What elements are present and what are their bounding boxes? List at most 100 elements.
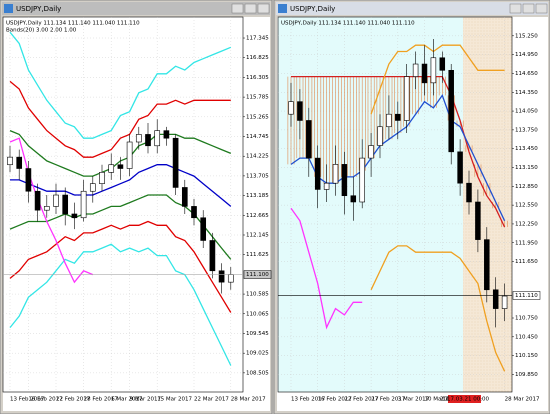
y-tick-label: 113.705: [246, 173, 269, 179]
candle-body: [16, 156, 23, 169]
candle-body: [117, 164, 124, 169]
y-tick-label: 114.350: [515, 90, 538, 96]
y-tick-label: 113.450: [515, 146, 538, 152]
candle-body: [25, 168, 32, 192]
y-tick-label: 113.150: [515, 165, 538, 171]
candle-body: [227, 274, 234, 283]
candle-body: [62, 194, 69, 215]
window-icon: [4, 4, 13, 13]
candle-body: [200, 217, 207, 241]
minimize-button[interactable]: [509, 3, 522, 14]
x-tick-label: 6 Mar 2017: [111, 397, 143, 403]
candle-body: [108, 164, 115, 173]
candle-body: [466, 182, 472, 203]
indicator-line: [290, 207, 363, 330]
y-tick-label: 113.185: [246, 193, 269, 199]
future-area: [463, 17, 512, 392]
indicator-line: [9, 31, 232, 139]
y-tick-label: 114.225: [246, 154, 269, 160]
candle-body: [484, 239, 490, 291]
close-button[interactable]: [535, 3, 548, 14]
price-label-box: [512, 291, 541, 300]
y-tick-label: 110.450: [515, 334, 538, 340]
candle-body: [457, 151, 463, 184]
chart-area: [3, 17, 270, 411]
candle-body: [163, 130, 170, 139]
candle-body: [297, 101, 303, 121]
indicator-line: [291, 75, 506, 228]
y-tick-label: 114.050: [515, 109, 538, 115]
y-tick-label: 112.250: [515, 221, 538, 227]
candle-body: [368, 145, 374, 159]
indicator-line: [9, 137, 94, 284]
candle-body: [448, 70, 454, 153]
candle-body: [306, 120, 312, 159]
minimize-button[interactable]: [231, 3, 244, 14]
candle-body: [89, 183, 96, 192]
x-tick-label: 16 Feb 2017: [318, 397, 353, 403]
title-bar: [276, 2, 548, 15]
plot-border: [277, 16, 513, 393]
y-tick-label: 114.950: [515, 52, 538, 58]
x-tick-label: 22 Feb 2017: [344, 397, 379, 403]
candle-body: [181, 187, 188, 207]
indicator-line: [9, 220, 232, 313]
price-label: 111.110: [515, 293, 538, 299]
indicator-info: Bands(20) 3.00 2.00 1.00: [6, 28, 77, 34]
x-tick-label: 9 Mar 2017: [130, 397, 162, 403]
window-title: USDJPY,Daily: [16, 5, 61, 13]
candle-body: [501, 295, 508, 309]
candle-body: [80, 190, 87, 219]
candle-body: [395, 113, 401, 121]
candle-body: [359, 157, 365, 203]
candle-body: [135, 134, 142, 143]
cursor-time-box: [448, 395, 481, 403]
candle-body: [99, 172, 105, 184]
candle-body: [53, 194, 59, 207]
close-button[interactable]: [257, 3, 270, 14]
candle-body: [218, 270, 225, 283]
x-tick-label: 3 Mar 2017: [398, 397, 430, 403]
window-title: USDJPY,Daily: [290, 5, 335, 13]
candle-body: [386, 113, 392, 128]
maximize-button[interactable]: [522, 3, 535, 14]
maximize-button[interactable]: [244, 3, 257, 14]
candle-body: [323, 182, 330, 190]
y-tick-label: 110.750: [515, 316, 538, 322]
indicator-line: [370, 44, 505, 115]
y-tick-label: 117.345: [246, 36, 269, 42]
price-label-box: [243, 270, 272, 279]
candle-body: [145, 134, 151, 147]
y-tick-label: 110.065: [246, 311, 269, 317]
y-tick-label: 115.250: [515, 33, 538, 39]
candle-body: [492, 289, 499, 309]
x-tick-label: 10 Mar 2017: [425, 397, 460, 403]
y-tick-label: 114.650: [515, 71, 538, 77]
y-tick-label: 113.750: [515, 127, 538, 133]
candle-body: [377, 126, 383, 146]
y-tick-label: 110.150: [515, 353, 538, 359]
title-bar: [2, 2, 270, 15]
y-tick-label: 112.145: [246, 232, 269, 238]
candle-body: [154, 130, 161, 147]
x-tick-label: 16 Feb 2017: [28, 397, 63, 403]
candle-body: [71, 213, 78, 219]
cursor-time: 2017.03.21 00:00: [440, 397, 490, 403]
y-tick-label: 108.505: [246, 370, 269, 376]
candle-body: [126, 141, 133, 169]
y-tick-label: 115.785: [246, 95, 269, 101]
y-tick-label: 116.305: [246, 75, 269, 81]
candle-body: [7, 156, 13, 166]
x-tick-label: 13 Feb 2017: [10, 397, 45, 403]
candle-body: [412, 63, 419, 77]
y-tick-label: 111.950: [515, 240, 538, 246]
price-label: 111.100: [246, 272, 269, 278]
candle-body: [209, 240, 216, 272]
candle-body: [341, 164, 348, 197]
candle-body: [34, 190, 41, 211]
y-tick-label: 111.650: [515, 259, 538, 265]
candle-body: [191, 206, 197, 219]
candle-body: [475, 201, 481, 240]
y-tick-label: 112.550: [515, 203, 538, 209]
indicator-line: [9, 80, 231, 158]
